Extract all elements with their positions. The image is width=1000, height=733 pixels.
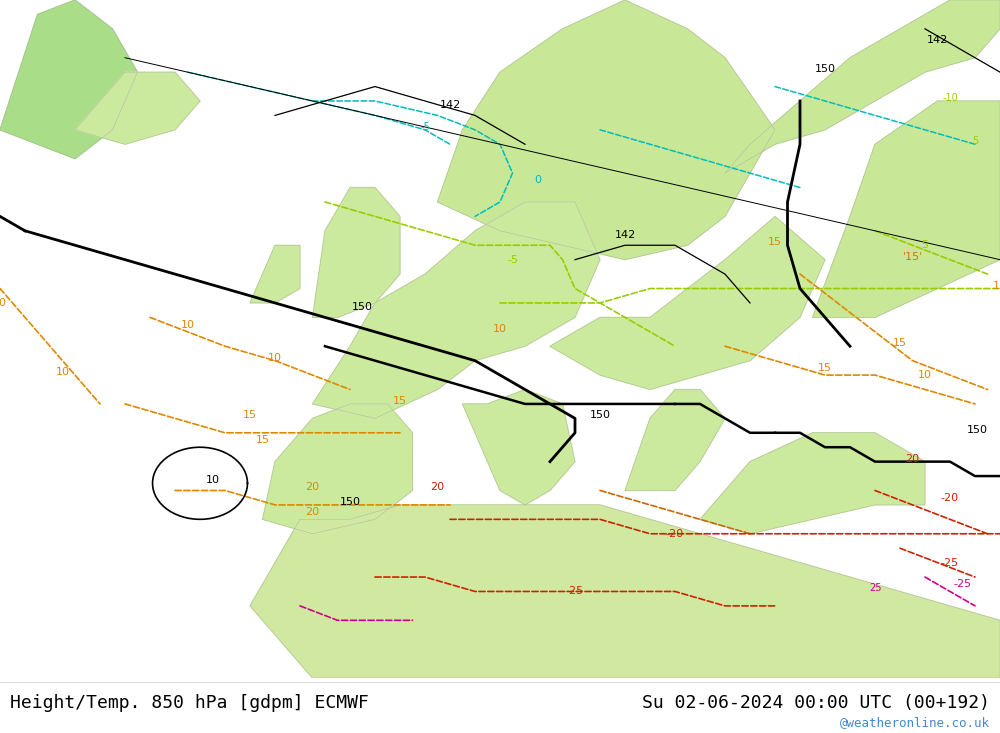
Text: 5: 5 [972,136,978,147]
Text: 20: 20 [305,507,320,517]
Text: 150: 150 [590,410,610,420]
Text: 15: 15 [818,363,832,373]
Text: -20: -20 [666,528,684,539]
Text: 20: 20 [430,482,445,493]
Polygon shape [262,404,413,534]
Polygon shape [0,0,138,158]
Text: -10: -10 [942,93,958,103]
Text: '15': '15' [902,251,923,262]
Polygon shape [625,389,725,490]
Text: 10: 10 [206,475,220,485]
Text: 150: 150 [340,497,360,507]
Polygon shape [550,216,825,389]
Text: 10: 10 [918,370,932,380]
Polygon shape [700,432,925,534]
Text: 25: 25 [869,583,881,594]
Text: 142: 142 [614,230,636,240]
Text: 0: 0 [534,175,541,185]
Text: 15: 15 [393,396,407,406]
Text: -20: -20 [941,493,959,503]
Polygon shape [312,188,400,317]
Text: Su 02-06-2024 00:00 UTC (00+192): Su 02-06-2024 00:00 UTC (00+192) [642,693,990,712]
Text: -25: -25 [953,579,972,589]
Text: 10: 10 [268,353,282,363]
Text: 10: 10 [180,320,194,330]
Text: 20: 20 [905,454,920,464]
Text: 15: 15 [893,338,907,348]
Text: 150: 150 [352,302,373,312]
Text: 15: 15 [243,410,257,420]
Text: 142: 142 [927,35,948,45]
Text: -25: -25 [566,586,584,597]
Text: 15: 15 [768,237,782,247]
Text: 10: 10 [493,324,507,334]
Polygon shape [812,101,1000,317]
Polygon shape [312,202,600,419]
Text: 15: 15 [993,281,1000,290]
Text: 10: 10 [56,367,70,377]
Text: 20: 20 [305,482,320,493]
Text: 10: 10 [0,298,7,308]
Polygon shape [725,0,1000,173]
Text: 5: 5 [922,240,928,250]
Text: @weatheronline.co.uk: @weatheronline.co.uk [840,715,990,729]
Polygon shape [462,389,575,505]
Text: -25: -25 [941,558,959,567]
Polygon shape [250,505,1000,678]
Polygon shape [438,0,775,259]
Text: 142: 142 [439,100,461,110]
Text: 15: 15 [256,435,270,445]
Polygon shape [75,72,200,144]
Text: -5: -5 [507,254,518,265]
Text: -5: -5 [420,122,430,132]
Polygon shape [250,246,300,303]
Text: 150: 150 [966,425,988,435]
Text: 150: 150 [814,64,836,74]
Text: Height/Temp. 850 hPa [gdpm] ECMWF: Height/Temp. 850 hPa [gdpm] ECMWF [10,693,369,712]
